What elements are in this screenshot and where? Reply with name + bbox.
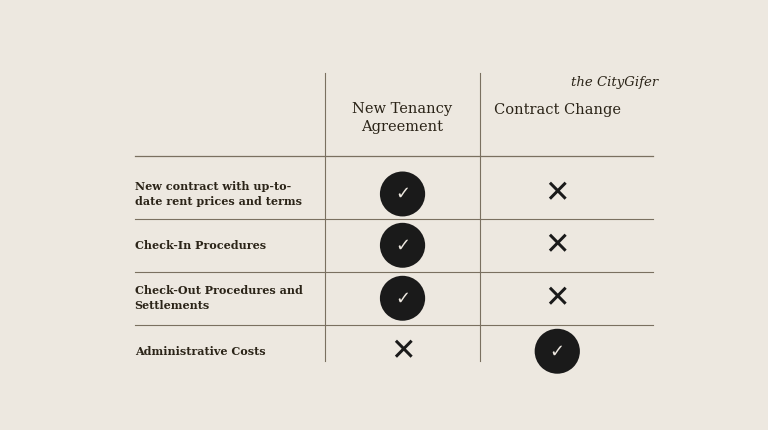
Ellipse shape — [380, 223, 425, 268]
Text: ✓: ✓ — [550, 342, 564, 360]
Text: ✕: ✕ — [545, 284, 570, 313]
Text: New contract with up-to-
date rent prices and terms: New contract with up-to- date rent price… — [134, 181, 302, 207]
Ellipse shape — [380, 172, 425, 216]
Ellipse shape — [535, 329, 580, 374]
Text: ✓: ✓ — [395, 289, 410, 307]
Text: Check-Out Procedures and
Settlements: Check-Out Procedures and Settlements — [134, 286, 303, 311]
Text: Contract Change: Contract Change — [494, 102, 621, 117]
Text: New Tenancy
Agreement: New Tenancy Agreement — [353, 101, 452, 134]
Text: the CityGifer: the CityGifer — [571, 77, 658, 89]
Text: Administrative Costs: Administrative Costs — [134, 346, 265, 357]
Text: ✕: ✕ — [545, 231, 570, 260]
Text: ✓: ✓ — [395, 185, 410, 203]
Text: ✓: ✓ — [395, 237, 410, 254]
Text: ✕: ✕ — [545, 179, 570, 209]
FancyBboxPatch shape — [105, 57, 682, 378]
Text: ✕: ✕ — [390, 337, 415, 366]
Ellipse shape — [380, 276, 425, 321]
Text: Check-In Procedures: Check-In Procedures — [134, 240, 266, 251]
